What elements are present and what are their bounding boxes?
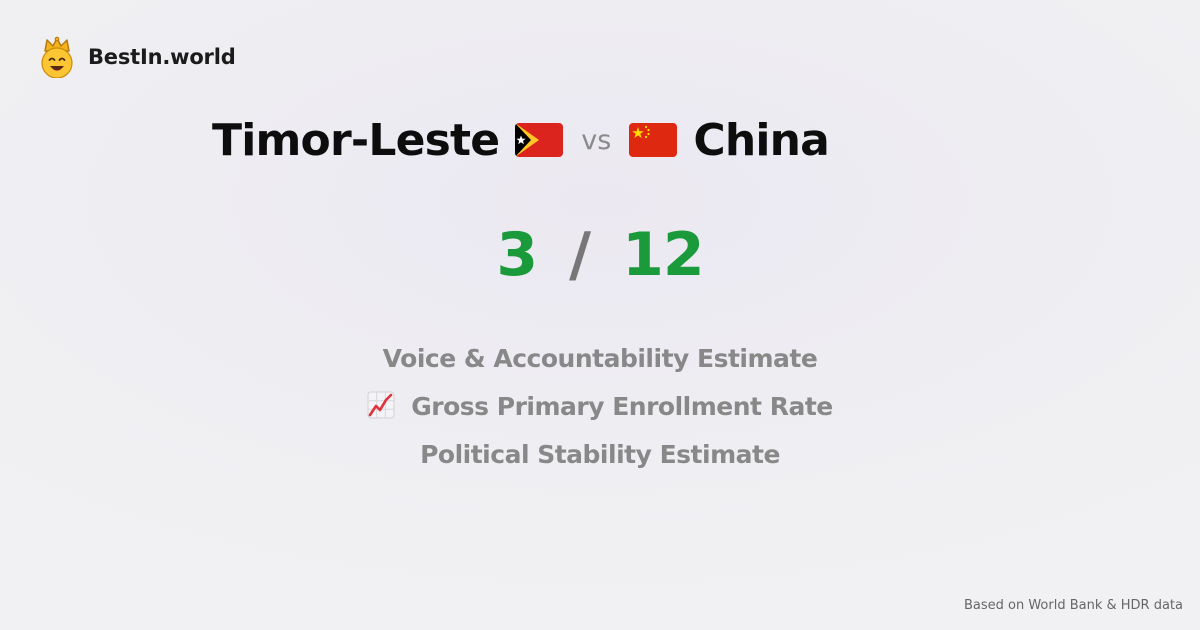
- chart-increasing-icon: [367, 391, 395, 419]
- country-b-score: 12: [622, 220, 704, 290]
- china-flag-icon: [629, 123, 678, 157]
- brand-name: BestIn.world: [88, 45, 236, 69]
- country-a-score: 3: [496, 220, 538, 290]
- comparison-headline: Timor-Leste vs China: [212, 108, 830, 172]
- metric-label: Gross Primary Enrollment Rate: [411, 392, 833, 421]
- metric-label: Voice & Accountability Estimate: [382, 344, 818, 373]
- score-separator: /: [569, 220, 591, 290]
- score-line: 3 / 12: [0, 220, 1200, 290]
- metric-item: Gross Primary Enrollment Rate: [0, 386, 1200, 434]
- metric-label: Political Stability Estimate: [420, 440, 780, 469]
- timor-leste-flag-icon: [515, 123, 564, 157]
- country-a-name[interactable]: Timor-Leste: [212, 114, 500, 166]
- metric-item: Voice & Accountability Estimate: [0, 338, 1200, 386]
- vs-label: vs: [581, 124, 612, 156]
- metrics-list: Voice & Accountability Estimate Gross Pr…: [0, 338, 1200, 482]
- crowned-smiley-icon: [41, 36, 73, 78]
- brand[interactable]: BestIn.world: [38, 36, 236, 78]
- metric-item: Political Stability Estimate: [0, 434, 1200, 482]
- country-b-name[interactable]: China: [693, 114, 830, 166]
- source-note: Based on World Bank & HDR data: [963, 598, 1183, 613]
